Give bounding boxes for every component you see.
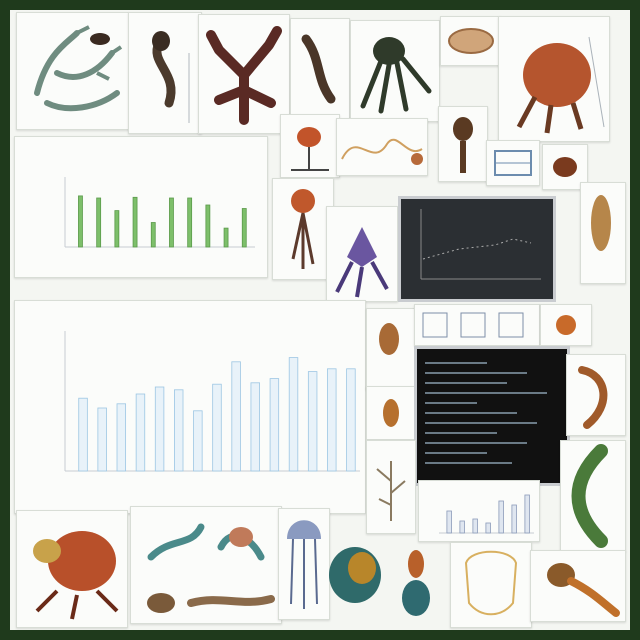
anemone-specimen-card — [272, 178, 334, 280]
section-heading-strip — [28, 286, 308, 300]
shell-specimen-card — [440, 16, 502, 66]
small-beetle-sketch — [70, 24, 120, 54]
small-chart-bar — [169, 197, 174, 248]
fruit-specimen-card — [540, 304, 592, 346]
monitor-line-plot — [420, 209, 541, 280]
small-chart-bar — [96, 197, 102, 248]
coral-specimen-card — [198, 14, 290, 134]
crab-illustration — [33, 531, 119, 620]
large-chart-bar — [327, 368, 337, 472]
insect-specimen-card — [438, 106, 488, 182]
seed-specimen-card — [366, 386, 416, 440]
antler-illustration — [34, 25, 123, 112]
frond-specimen-card — [560, 440, 626, 552]
plot-monitor-screen — [398, 196, 556, 302]
large-chart-bar — [288, 357, 299, 472]
antler-specimen-card — [16, 12, 130, 130]
inset-chart-bar — [511, 504, 517, 534]
large-chart-bar — [269, 378, 280, 472]
inset-chart-bar — [459, 520, 465, 534]
small-chart-bar — [187, 197, 193, 248]
mini-diagram-card — [486, 140, 540, 186]
octopus-illustration — [360, 37, 432, 114]
branch-sketch-card — [366, 440, 416, 534]
small-chart-bar — [132, 196, 138, 248]
small-chart-bar — [241, 208, 247, 248]
inset-chart-bar — [472, 518, 478, 534]
inset-chart-bar — [498, 500, 504, 534]
inset-bar-chart — [439, 494, 534, 534]
jellyfish-specimen-card — [278, 508, 330, 620]
large-chart-bar — [250, 382, 260, 472]
large-bar-chart-panel — [14, 300, 366, 514]
crab-specimen-card — [16, 510, 128, 628]
coral-illustration — [206, 26, 282, 125]
inset-chart-bar — [446, 510, 452, 534]
large-chart-bar — [346, 368, 356, 472]
terminal-text-lines — [425, 362, 547, 464]
beetle-shell-illustration — [322, 538, 388, 612]
root-illustration — [152, 31, 190, 123]
wave-plot-card — [336, 118, 428, 176]
pod-specimen-card — [280, 114, 340, 178]
small-bar-chart — [64, 177, 255, 248]
terminal-screen — [414, 346, 570, 486]
large-chart-bar — [212, 383, 222, 472]
inset-chart-bar — [485, 522, 491, 534]
small-chart-bar — [223, 227, 229, 248]
fish-specimen-card — [530, 550, 626, 622]
root-specimen-card — [128, 12, 202, 134]
seedpod-specimen-card — [366, 308, 416, 390]
large-chart-bar — [78, 397, 88, 472]
inset-chart-bar — [524, 494, 530, 534]
large-chart-bar — [231, 361, 241, 472]
large-chart-bar — [97, 407, 107, 472]
bone-specimen-card — [580, 182, 626, 284]
large-chart-bar — [193, 410, 203, 472]
lizard-specimen-card — [130, 506, 282, 624]
octopus-specimen-card — [350, 20, 440, 122]
large-bar-chart — [64, 331, 360, 472]
gourd-illustration — [394, 540, 438, 624]
collage-board — [10, 10, 630, 630]
small-chart-bar — [114, 210, 120, 248]
large-chart-bar — [154, 386, 165, 472]
squid-specimen-card — [326, 206, 398, 302]
shrimp-specimen-card — [566, 354, 626, 436]
large-chart-bar — [174, 389, 184, 472]
large-chart-bar — [135, 393, 146, 472]
inset-bar-chart-panel — [418, 480, 540, 542]
skull-sketch-card — [450, 542, 532, 628]
small-chart-bar — [205, 204, 211, 248]
large-chart-bar — [307, 371, 318, 472]
small-chart-bar — [78, 195, 83, 248]
large-chart-bar — [116, 403, 127, 472]
rockfish-specimen-card — [498, 16, 610, 142]
small-bar-chart-panel — [14, 136, 268, 278]
thumbnail-strip-card — [414, 304, 540, 346]
rockfish-illustration — [516, 36, 605, 134]
small-chart-bar — [150, 222, 156, 248]
claw-specimen-card — [290, 18, 350, 120]
